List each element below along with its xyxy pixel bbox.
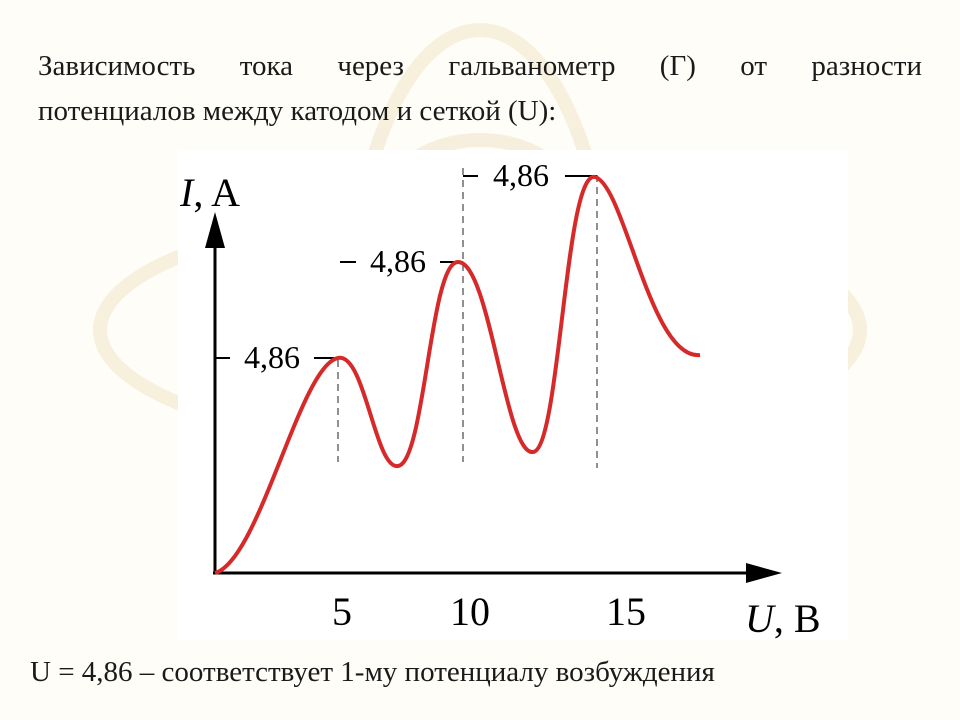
footer-text: U = 4,86 – соответствует 1-му потенциалу… (30, 656, 715, 688)
graph-background (178, 150, 848, 640)
peak-label: 4,86 (370, 243, 426, 279)
y-arrow (205, 212, 225, 248)
graph: 4,86 4,86 4,86 5 10 15 I, A U, B (178, 150, 848, 640)
peak-label: 4,86 (244, 339, 300, 375)
y-axis-variable: I (179, 170, 195, 215)
title-line: потенциалов между катодом и сеткой (U): (38, 95, 557, 127)
y-axis-label: I, A (179, 170, 240, 215)
y-axis-unit: , A (193, 170, 240, 215)
current-curve (214, 175, 701, 575)
x-axis-variable: U (745, 596, 777, 640)
x-tick-label: 15 (606, 589, 646, 634)
x-arrow (746, 563, 782, 583)
x-tick-label: 10 (450, 589, 490, 634)
x-axis-unit: , B (774, 596, 821, 640)
x-tick-label: 5 (332, 589, 352, 634)
peak-label: 4,86 (493, 157, 549, 193)
title-line: Зависимость тока через гальванометр (Г) … (38, 50, 922, 82)
x-axis-label: U, B (745, 596, 821, 640)
